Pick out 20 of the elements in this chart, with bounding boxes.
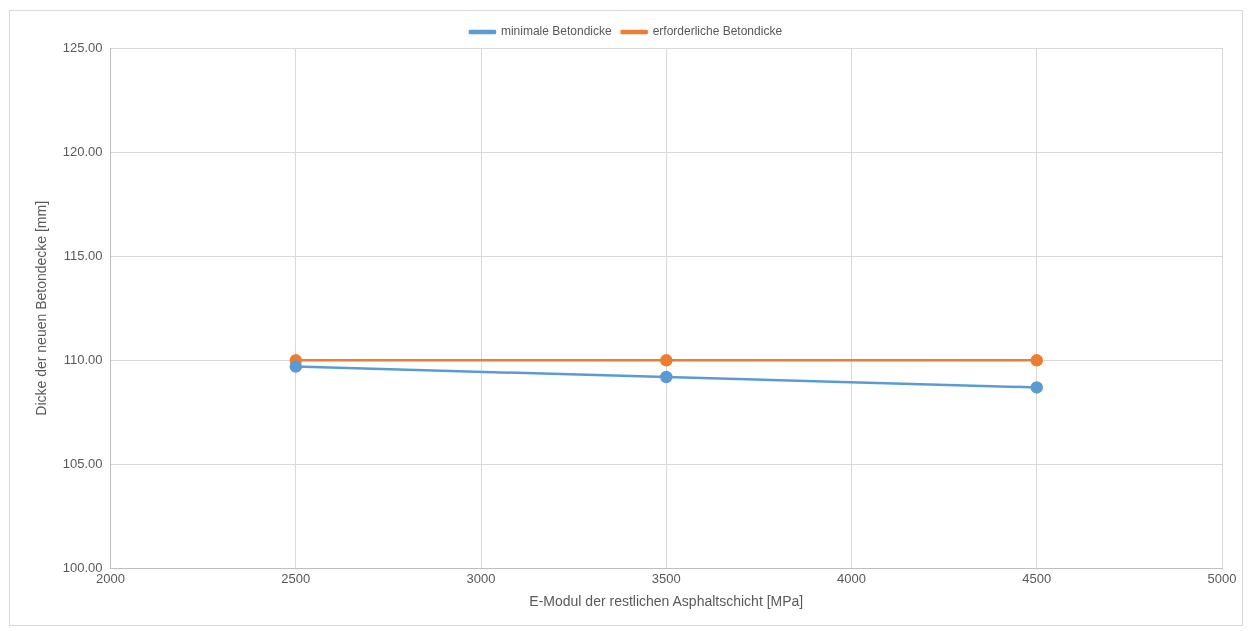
x-tick-label: 3000 — [466, 570, 496, 586]
x-tick-label: 4500 — [1022, 570, 1052, 586]
point — [289, 360, 303, 373]
legend-label: erforderliche Betondicke — [652, 24, 783, 39]
y-tick-label: 105.00 — [62, 456, 103, 472]
y-axis-title: Dicke der neuen Betondecke [mm] — [33, 200, 50, 416]
point — [1030, 381, 1044, 394]
point — [1030, 354, 1044, 367]
y-tick-label: 115.00 — [63, 247, 103, 263]
y-tick-label: 125.00 — [62, 39, 103, 55]
x-tick-label: 3500 — [651, 570, 681, 586]
x-tick-label: 5000 — [1207, 570, 1237, 586]
x-tick-label: 4000 — [837, 570, 866, 586]
legend-label: minimale Betondicke — [500, 24, 612, 39]
y-tick-label: 110.00 — [63, 351, 103, 367]
x-axis-title: E-Modul der restlichen Asphaltschicht [MPa] — [529, 593, 804, 610]
x-tick-label: 2500 — [281, 570, 311, 586]
point — [660, 354, 673, 367]
y-tick-label: 120.00 — [62, 143, 103, 159]
point — [660, 370, 673, 384]
